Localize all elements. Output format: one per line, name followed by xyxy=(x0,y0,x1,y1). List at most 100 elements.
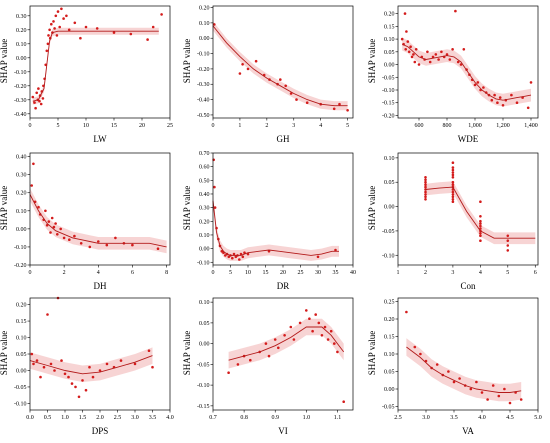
data-point xyxy=(338,102,341,106)
y-tick-label: 0.20 xyxy=(16,28,27,34)
data-point xyxy=(32,362,35,366)
x-tick-label: 2 xyxy=(424,270,427,276)
y-tick-label: -0.20 xyxy=(197,67,210,73)
plot-svg: 0 5 10 15 20 25 -0.40 -0.30 -0.20 -0.10 0.00 0.10 0.… xyxy=(14,5,173,129)
y-tick-label: 0.00 xyxy=(16,368,27,374)
data-point xyxy=(133,362,137,366)
x-tick-label: 10 xyxy=(245,270,251,276)
x-tick-label: 0.8 xyxy=(240,415,248,421)
x-tick-label: 25 xyxy=(298,270,304,276)
plot-svg: 2.5 3.0 3.5 4.0 4.5 5.0 -0.05 0.00 0.05 0.10 0.15 0… xyxy=(382,297,542,421)
data-point xyxy=(451,48,454,51)
data-point xyxy=(451,195,455,199)
data-point xyxy=(493,93,496,97)
x-tick-label: 15 xyxy=(263,270,269,276)
data-point xyxy=(289,325,293,329)
data-point xyxy=(454,9,457,13)
data-point xyxy=(482,86,485,89)
data-point xyxy=(54,14,58,18)
data-point xyxy=(246,67,250,71)
x-tick-label: 3.5 xyxy=(450,415,458,421)
y-tick-label: -0.10 xyxy=(14,401,27,407)
data-point xyxy=(414,48,418,51)
data-point xyxy=(264,342,268,345)
data-point xyxy=(48,28,51,32)
data-point xyxy=(431,55,435,59)
plot-svg: 0.7 0.8 0.9 1.0 1.1 -0.15 -0.10 -0.05 0.00 0.05 0.… xyxy=(197,297,354,421)
data-point xyxy=(232,252,236,256)
data-point xyxy=(451,198,455,201)
data-point xyxy=(267,250,271,253)
y-tick-label: 0.00 xyxy=(16,56,27,62)
data-point xyxy=(213,23,216,26)
y-tick-label: -0.30 xyxy=(197,82,210,88)
data-point xyxy=(60,7,63,11)
data-point xyxy=(342,400,345,403)
data-point xyxy=(407,50,411,54)
data-point xyxy=(473,83,477,87)
data-point xyxy=(326,338,330,341)
y-axis-label: SHAP value xyxy=(0,330,9,376)
fit-line xyxy=(402,43,532,101)
data-point xyxy=(267,354,271,358)
data-point xyxy=(329,329,333,333)
y-tick-label: 0.00 xyxy=(384,63,395,69)
x-axis-label: DPS xyxy=(91,426,109,436)
x-tick-label: 3 xyxy=(292,123,295,129)
y-tick-label: -0.10 xyxy=(382,88,395,94)
data-point xyxy=(88,365,91,369)
y-tick-label: 0.60 xyxy=(199,165,210,171)
x-tick-label: 0 xyxy=(212,123,215,129)
data-point xyxy=(213,206,217,209)
panel-va: 2.5 3.0 3.5 4.0 4.5 5.0 -0.05 0.00 0.05 0.10 0.15 0… xyxy=(367,297,546,442)
y-tick-label: 0.00 xyxy=(199,36,210,42)
y-axis-label: SHAP value xyxy=(367,330,377,376)
data-point xyxy=(424,193,427,196)
data-point xyxy=(317,321,321,325)
data-point xyxy=(346,109,349,112)
data-point xyxy=(47,34,50,37)
data-point xyxy=(451,200,455,203)
y-tick-label: -0.05 xyxy=(382,229,395,235)
x-tick-label: 6 xyxy=(534,270,537,276)
data-point xyxy=(497,394,501,398)
data-point xyxy=(508,401,512,405)
data-point xyxy=(74,385,77,389)
y-tick-label: -0.20 xyxy=(382,113,395,119)
data-point xyxy=(249,358,252,362)
x-tick-label: 2 xyxy=(265,123,268,129)
y-tick-label: 0.50 xyxy=(199,178,210,184)
data-point xyxy=(254,59,258,63)
panel-dr: 0 5 10 15 20 25 30 35 40 -0.10 0.00 0.10 0.20 0.30 0.4… xyxy=(182,151,361,297)
y-tick-label: 0.20 xyxy=(16,191,27,197)
data-point xyxy=(37,87,40,90)
panel-wde: 600 800 1,000 1,200 1,400 -0.20 -0.15 -0.10 -0.0… xyxy=(367,5,546,150)
data-point xyxy=(458,377,461,380)
data-point xyxy=(79,242,83,245)
x-tick-label: 0.7 xyxy=(209,415,217,421)
y-tick-label: 0.20 xyxy=(384,317,395,323)
data-point xyxy=(45,224,49,227)
data-point xyxy=(451,168,455,172)
x-tick-label: 6 xyxy=(131,270,134,276)
data-point xyxy=(33,101,36,104)
y-tick-label: 0.05 xyxy=(16,352,27,358)
data-point xyxy=(56,233,59,236)
x-tick-label: 8 xyxy=(165,270,168,276)
x-tick-label: 1 xyxy=(397,270,400,276)
data-point xyxy=(479,232,482,235)
data-point xyxy=(316,255,320,259)
confidence-band xyxy=(213,21,348,111)
data-point xyxy=(314,313,317,316)
data-point xyxy=(515,101,519,104)
x-tick-label: 10 xyxy=(83,123,89,129)
plot-svg: 0 5 10 15 20 25 30 35 40 -0.10 0.00 0.10 0.20 0.30 0.4… xyxy=(197,151,356,276)
fit-line xyxy=(228,326,345,361)
x-tick-label: 0 xyxy=(29,123,32,129)
x-tick-label: 1.1 xyxy=(334,415,342,421)
x-tick-label: 1.0 xyxy=(303,415,311,421)
data-point xyxy=(479,234,482,238)
y-tick-label: 0.30 xyxy=(16,173,27,179)
data-point xyxy=(151,365,154,369)
y-tick-label: 0.10 xyxy=(199,300,210,306)
